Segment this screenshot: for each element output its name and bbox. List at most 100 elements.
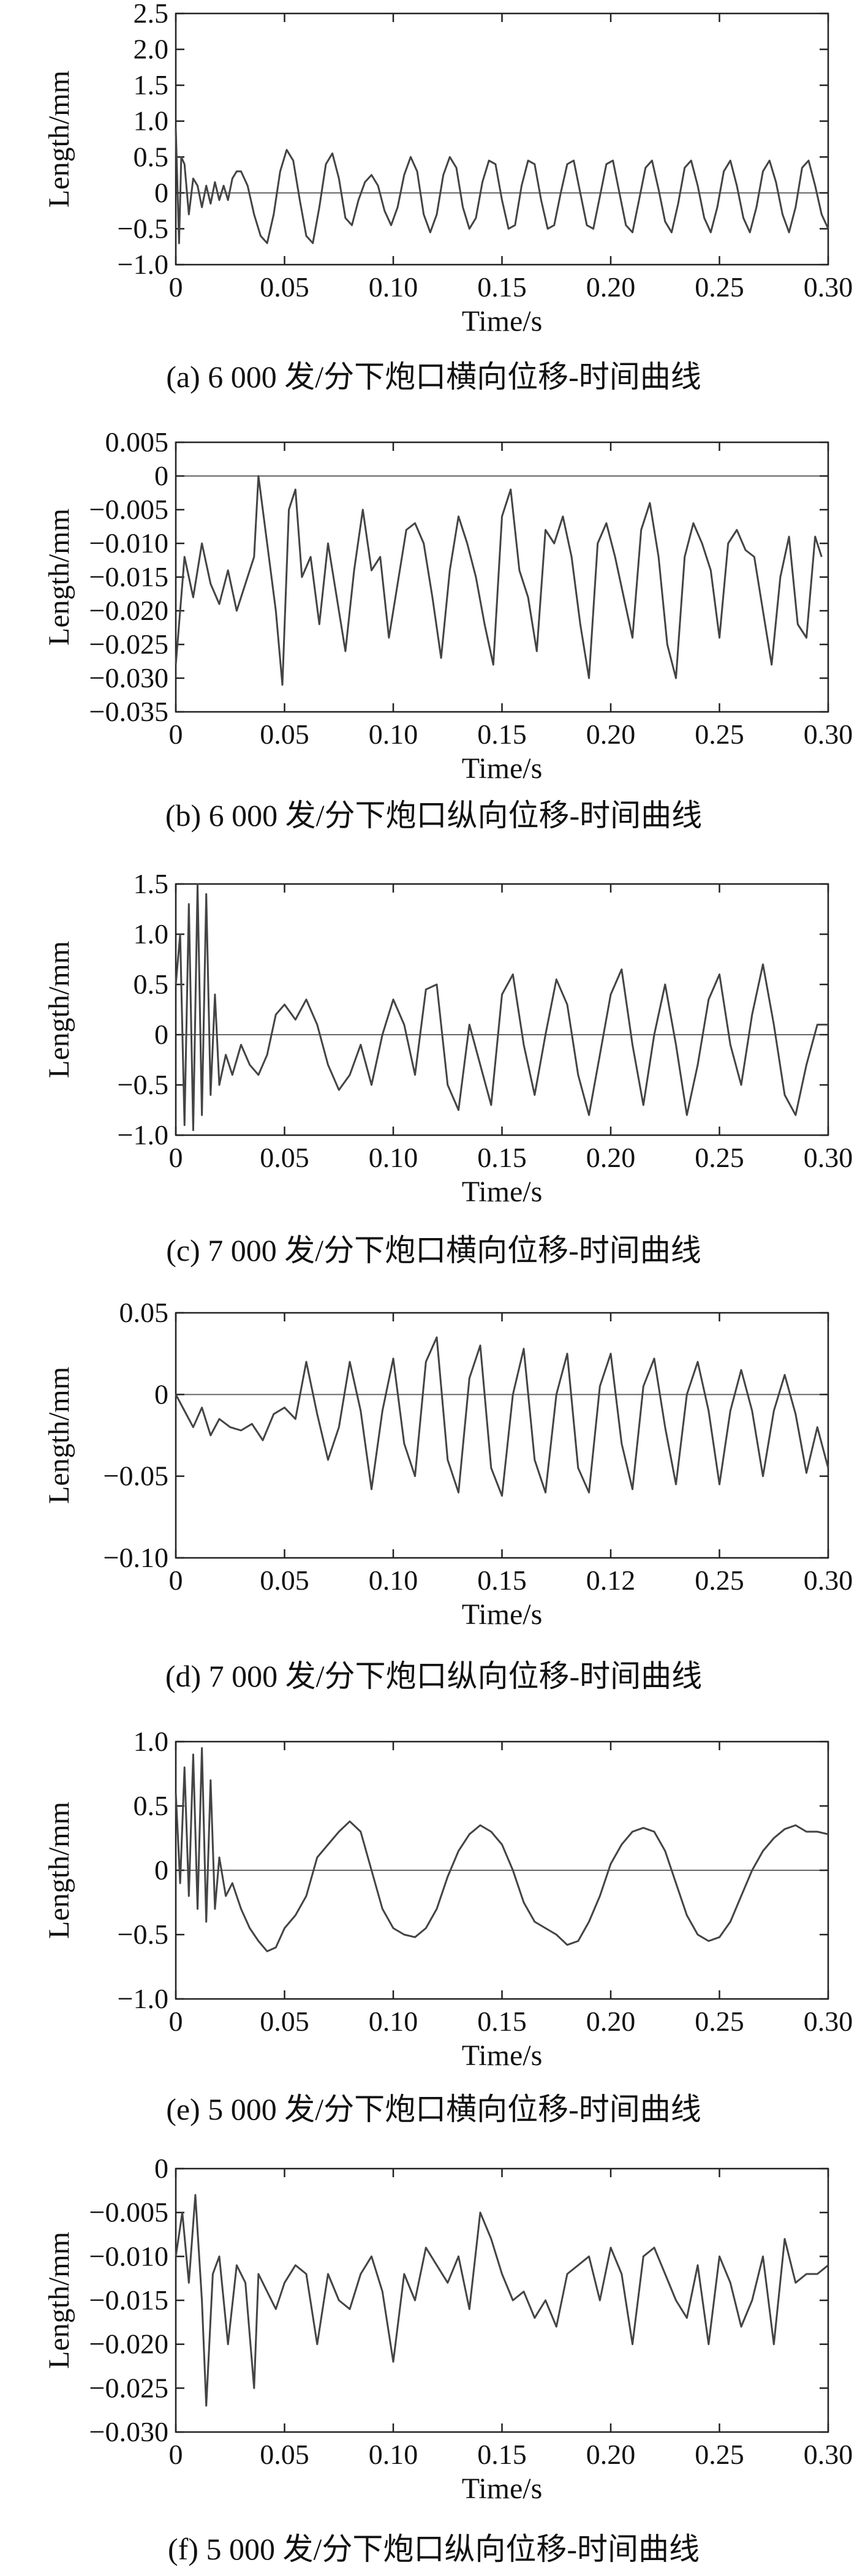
series-line <box>175 1747 829 1952</box>
x-tick-label: 0.20 <box>586 271 636 303</box>
x-axis-label: Time/s <box>462 752 543 785</box>
x-tick-label: 0.05 <box>260 1142 309 1173</box>
x-axis-label: Time/s <box>462 1176 543 1208</box>
x-tick-label: 0.30 <box>804 271 853 303</box>
x-tick-label: 0 <box>169 1142 183 1173</box>
x-tick-label: 0.20 <box>586 2006 636 2037</box>
y-tick-label: 1.0 <box>134 1726 169 1757</box>
y-tick-label: −0.005 <box>89 494 168 525</box>
figure-caption: (d) 7 000 发/分下炮口纵向位移-时间曲线 <box>165 1659 702 1693</box>
x-tick-label: 0.20 <box>586 1142 636 1173</box>
y-tick-label: −0.030 <box>89 662 168 693</box>
x-tick-label: 0.10 <box>369 2006 418 2037</box>
plot-frame <box>175 12 829 266</box>
figure-caption: (e) 5 000 发/分下炮口横向位移-时间曲线 <box>166 2092 701 2126</box>
chart-panel: 0.050−0.05−0.100 0.05 0.10 0.15 0.12 0.25 0.30… <box>43 1297 853 1693</box>
x-tick-label: 0.30 <box>804 2439 853 2470</box>
figure-caption: (a) 6 000 发/分下炮口横向位移-时间曲线 <box>166 360 701 394</box>
y-tick-label: 1.5 <box>134 69 169 100</box>
x-tick-label: 0.15 <box>477 2006 527 2037</box>
x-tick-label: 0.30 <box>804 1142 853 1173</box>
x-tick-label: 0.10 <box>369 1565 418 1596</box>
series-line <box>175 883 828 1131</box>
y-tick-label: −1.0 <box>118 1983 168 2014</box>
y-tick-label: 0.5 <box>134 141 169 172</box>
y-tick-label: −0.5 <box>118 1069 168 1100</box>
x-tick-label: 0.10 <box>369 1142 418 1173</box>
x-tick-label: 0.15 <box>477 271 527 303</box>
x-tick-label: 0.10 <box>369 2439 418 2470</box>
y-tick-label: −0.025 <box>89 2372 168 2403</box>
x-tick-label: 0.25 <box>695 2439 744 2470</box>
x-tick-label: 0 <box>169 2006 183 2037</box>
x-tick-label: 0.15 <box>477 1142 527 1173</box>
x-tick-label: 0.30 <box>804 2006 853 2037</box>
y-tick-label: 1.0 <box>134 918 169 950</box>
y-tick-label: 0 <box>154 1854 168 1886</box>
series-line <box>175 475 823 686</box>
plot-frame <box>175 441 829 713</box>
x-tick-label: 0 <box>169 719 183 750</box>
x-tick-label: 0 <box>169 1565 183 1596</box>
x-tick-label: 0 <box>169 2439 183 2470</box>
y-tick-label: 2.5 <box>134 0 169 29</box>
figure-caption: (f) 5 000 发/分下炮口纵向位移-时间曲线 <box>168 2532 700 2566</box>
x-tick-label: 0.25 <box>695 1565 744 1596</box>
y-tick-label: 1.5 <box>134 868 169 899</box>
chart-panel: 1.00.50−0.5−1.00 0.05 0.10 0.15 0.20 0.25 0.30… <box>43 1726 853 2126</box>
y-axis-label: Length/mm <box>43 1367 75 1504</box>
y-tick-label: −0.025 <box>89 629 168 660</box>
y-tick-label: −0.030 <box>89 2416 168 2447</box>
y-axis-label: Length/mm <box>43 1802 75 1939</box>
x-tick-label: 0.25 <box>695 271 744 303</box>
y-tick-label: −0.5 <box>118 213 168 244</box>
y-tick-label: −0.005 <box>89 2197 168 2228</box>
x-tick-label: 0.30 <box>804 1565 853 1596</box>
x-tick-label: 0.20 <box>586 719 636 750</box>
plot-frame <box>175 883 829 1136</box>
y-tick-label: −1.0 <box>118 249 168 280</box>
x-tick-label: 0.15 <box>477 719 527 750</box>
y-tick-label: −0.5 <box>118 1919 168 1950</box>
x-tick-label: 0.25 <box>695 2006 744 2037</box>
x-tick-label: 0.30 <box>804 719 853 750</box>
y-tick-label: 1.0 <box>134 105 169 137</box>
x-axis-label: Time/s <box>462 305 543 338</box>
y-tick-label: 0 <box>154 460 168 491</box>
y-tick-label: −0.010 <box>89 2240 168 2272</box>
y-tick-label: 0.5 <box>134 1790 169 1821</box>
y-axis-label: Length/mm <box>43 941 75 1078</box>
y-tick-label: −0.010 <box>89 527 168 559</box>
y-tick-label: −0.020 <box>89 595 168 626</box>
series-line <box>175 1336 829 1497</box>
y-tick-label: −0.05 <box>104 1460 168 1492</box>
y-tick-label: −0.020 <box>89 2329 168 2360</box>
x-axis-label: Time/s <box>462 2472 543 2505</box>
plot-frame <box>175 1312 829 1559</box>
x-tick-label: 0.15 <box>477 2439 527 2470</box>
y-tick-label: −0.10 <box>104 1542 168 1573</box>
y-tick-label: 0.05 <box>119 1297 169 1328</box>
x-tick-label: 0.10 <box>369 271 418 303</box>
x-axis-label: Time/s <box>462 1598 543 1631</box>
x-tick-label: 0.20 <box>586 2439 636 2470</box>
y-tick-label: 0.5 <box>134 969 169 1000</box>
x-tick-label: 0.05 <box>260 2439 309 2470</box>
plot-frame <box>175 2167 829 2433</box>
y-tick-label: 2.0 <box>134 34 169 65</box>
y-axis-label: Length/mm <box>43 2232 75 2369</box>
y-tick-label: 0 <box>154 177 168 208</box>
x-tick-label: 0.15 <box>477 1565 527 1596</box>
x-tick-label: 0.05 <box>260 1565 309 1596</box>
y-tick-label: 0 <box>154 1019 168 1050</box>
y-tick-label: 0 <box>154 2153 168 2184</box>
y-tick-label: −0.015 <box>89 2284 168 2316</box>
y-tick-label: 0.005 <box>105 426 169 458</box>
x-tick-label: 0.12 <box>586 1565 636 1596</box>
chart-panel: 0.0050−0.005−0.010−0.015−0.020−0.025−0.0… <box>43 426 853 833</box>
x-tick-label: 0.10 <box>369 719 418 750</box>
x-tick-label: 0.25 <box>695 719 744 750</box>
series-line <box>175 128 829 244</box>
y-tick-label: −1.0 <box>118 1119 168 1150</box>
